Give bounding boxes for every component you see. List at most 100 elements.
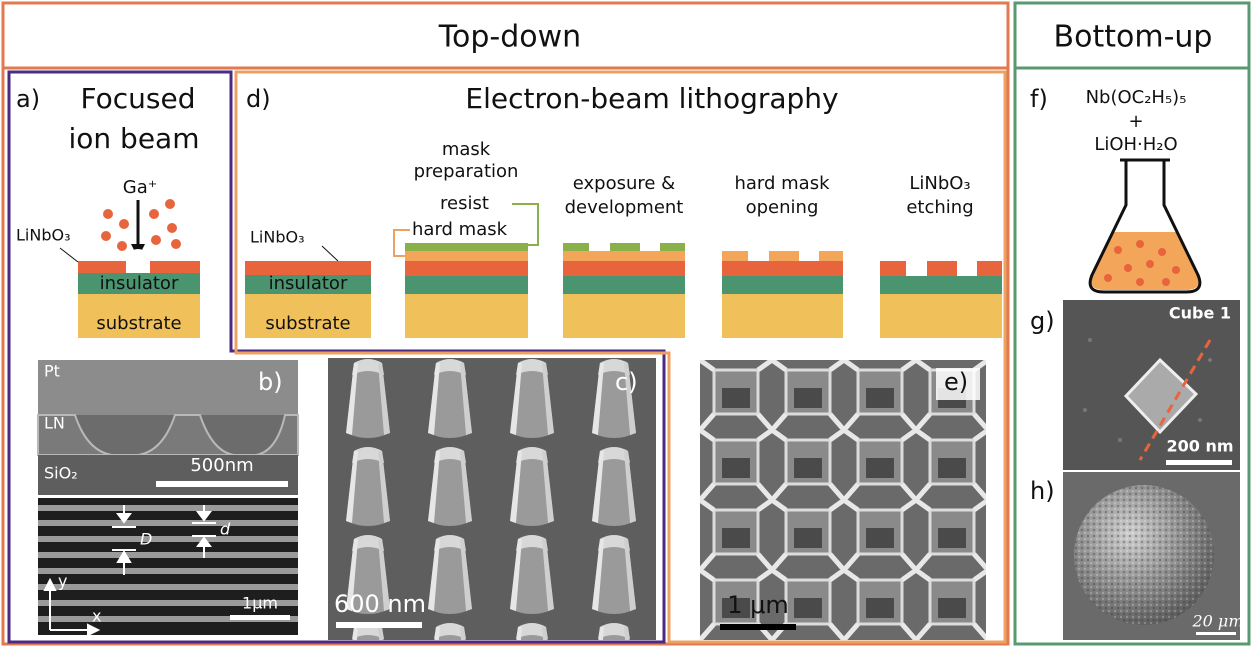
step-label: hard mask	[734, 173, 830, 194]
circle-shape	[1172, 266, 1180, 274]
circle-shape	[1146, 260, 1154, 268]
layer-substrate	[405, 294, 528, 338]
circle-shape	[165, 199, 175, 209]
circle-shape	[149, 209, 159, 219]
hard-mask-label: hard mask	[412, 219, 508, 240]
scale-bar	[1196, 632, 1236, 635]
layer-label: substrate	[96, 313, 181, 334]
circle-shape	[1158, 248, 1166, 256]
circle-shape	[151, 235, 161, 245]
step-label: preparation	[414, 161, 519, 182]
circle-shape	[1124, 264, 1132, 272]
rect-shape	[38, 505, 298, 511]
material-label: LiNbO₃	[250, 228, 305, 247]
rect-shape	[38, 568, 298, 574]
scale-bar	[1166, 460, 1232, 465]
scale-bar	[720, 624, 796, 630]
circle-shape	[167, 223, 177, 233]
layer-insulator	[880, 276, 1002, 294]
layer-insulator	[722, 276, 843, 294]
panel-title: Focused	[81, 82, 196, 115]
layer-label: insulator	[100, 273, 179, 294]
panel-title: ion beam	[69, 122, 200, 155]
resist-bracket	[512, 204, 538, 245]
step-label: exposure &	[573, 173, 675, 194]
circle-shape	[1083, 408, 1087, 412]
sphere-texture	[1074, 485, 1214, 625]
panel-label: c)	[615, 368, 638, 396]
circle-shape	[1118, 438, 1122, 442]
circle-shape	[1114, 246, 1122, 254]
circle-shape	[117, 241, 127, 251]
panel-label: d)	[246, 85, 271, 113]
circle-shape	[1136, 240, 1144, 248]
layer-label: LN	[44, 414, 65, 433]
resist-pattern	[563, 243, 685, 251]
mill-hole	[126, 249, 150, 273]
sem-b-top: Pt LN SiO₂ b) 500nm	[38, 360, 298, 495]
axis-label: y	[58, 572, 67, 591]
circle-shape	[103, 209, 113, 219]
scale-label: 600 nm	[334, 590, 426, 618]
layer-linbo3	[722, 261, 843, 276]
scale-label: 500nm	[190, 455, 253, 476]
scale-label: 1μm	[242, 594, 278, 613]
layer-label: Pt	[44, 362, 60, 381]
layer-insulator	[563, 276, 685, 294]
rect-shape	[977, 261, 1002, 276]
layer-insulator	[405, 276, 528, 294]
panel-label: g)	[1030, 307, 1055, 335]
panel-label: a)	[16, 85, 40, 113]
circle-shape	[1162, 278, 1170, 286]
layer-label: insulator	[269, 273, 348, 294]
scale-bar	[156, 481, 288, 487]
layer-linbo3	[405, 261, 528, 276]
rect-shape	[38, 520, 298, 526]
panel-label: e)	[944, 368, 968, 396]
rect-shape	[610, 243, 640, 251]
scale-label: 1 μm	[727, 591, 789, 619]
figure: Top-down Bottom-up a) Focused ion beam G…	[0, 0, 1253, 647]
panel-title: Electron-beam lithography	[465, 82, 838, 115]
circle-shape	[101, 231, 111, 241]
layer-resist	[405, 243, 528, 251]
layer-substrate	[563, 294, 685, 338]
linbo3-pattern	[880, 261, 1002, 276]
reagent: LiOH·H₂O	[1094, 134, 1177, 155]
step-label: LiNbO₃	[909, 173, 970, 194]
rect-shape	[38, 536, 298, 542]
rect-shape	[38, 552, 298, 558]
dimension-label: d	[220, 520, 231, 539]
circle-shape	[1088, 338, 1092, 342]
panel-label: h)	[1030, 477, 1055, 505]
layer-linbo3	[563, 261, 685, 276]
circle-shape	[119, 219, 129, 229]
layer-hard-mask	[405, 251, 528, 261]
circle-shape	[171, 239, 181, 249]
layer-label: substrate	[265, 313, 350, 334]
step-label: etching	[906, 197, 973, 218]
layer-substrate	[722, 294, 843, 338]
scale-label: 200 nm	[1166, 437, 1233, 456]
rect-shape	[563, 243, 589, 251]
section-title: Top-down	[438, 20, 581, 55]
axis-label: x	[92, 607, 101, 626]
plus: +	[1128, 111, 1143, 132]
leader	[322, 246, 338, 261]
leader	[60, 248, 78, 262]
rect-shape	[660, 243, 685, 251]
dimension-label: D	[140, 530, 152, 549]
rect-shape	[722, 251, 748, 261]
step-label: development	[565, 197, 684, 218]
rect-shape	[819, 251, 843, 261]
circle-shape	[1208, 358, 1212, 362]
rect-shape	[38, 498, 298, 635]
rect-shape	[927, 261, 957, 276]
circle-shape	[1136, 278, 1144, 286]
circle-shape	[1198, 418, 1202, 422]
ion-label: Ga⁺	[123, 177, 157, 198]
rect-shape	[38, 584, 298, 590]
reagent: Nb(OC₂H₅)₅	[1086, 87, 1187, 108]
scale-bar	[230, 615, 290, 620]
rect-shape	[880, 261, 906, 276]
